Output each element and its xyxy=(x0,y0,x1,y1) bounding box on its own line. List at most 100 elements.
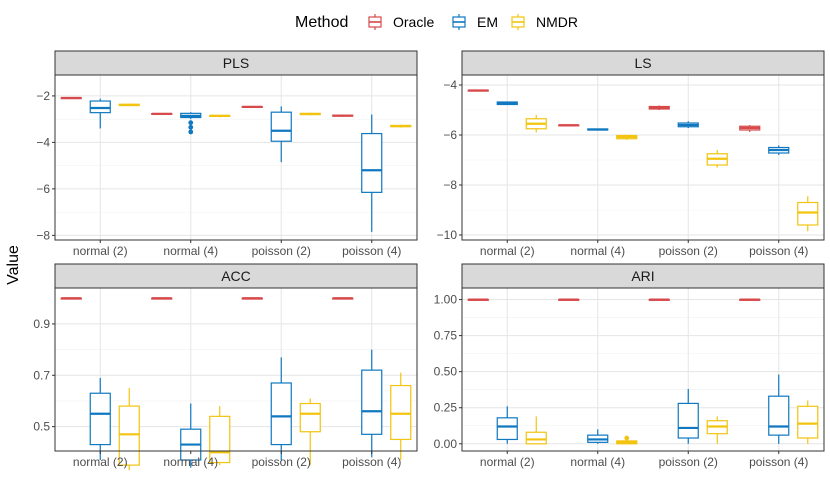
strip-title-ari: ARI xyxy=(631,268,654,284)
box-iqr xyxy=(361,132,383,193)
x-tick-label: poisson (4) xyxy=(342,455,401,469)
box-em-normal-2 xyxy=(496,101,518,106)
legend-key-oracle xyxy=(368,14,382,30)
panel-border xyxy=(54,74,418,241)
box-em-normal-4 xyxy=(180,112,202,135)
box-em-normal-4 xyxy=(180,403,202,468)
panel-acc: ACC 0.9 0.7 0.5 normal (2) normal (4) poisson… xyxy=(33,263,418,471)
box-iqr xyxy=(89,100,111,114)
legend-key-em xyxy=(452,14,466,30)
y-tick-label: −2 xyxy=(36,89,50,103)
box-iqr xyxy=(361,369,383,435)
box-nmdr-normal-2 xyxy=(525,115,547,133)
strip-title-pls: PLS xyxy=(223,55,249,71)
outlier-point xyxy=(188,120,194,126)
y-tick-label: 0.25 xyxy=(434,401,458,415)
legend-label-nmdr: NMDR xyxy=(536,14,578,30)
box-em-poisson-4 xyxy=(361,114,383,232)
box-iqr xyxy=(118,405,140,466)
x-tick-label: poisson (4) xyxy=(342,244,401,258)
box-em-normal-2 xyxy=(89,98,111,129)
y-tick-label: 0.00 xyxy=(434,437,458,451)
y-tick-label: 0.9 xyxy=(33,317,50,331)
box-nmdr-poisson-4 xyxy=(797,400,819,444)
legend-label-oracle: Oracle xyxy=(393,14,434,30)
y-tick-label: −8 xyxy=(443,178,457,192)
box-oracle-poisson-2 xyxy=(241,297,263,300)
box-em-poisson-2 xyxy=(270,357,292,460)
box-em-poisson-4 xyxy=(361,349,383,458)
box-nmdr-normal-2 xyxy=(118,103,140,107)
box-oracle-normal-4 xyxy=(558,298,580,301)
box-em-poisson-2 xyxy=(677,121,699,128)
x-tick-label: poisson (2) xyxy=(659,455,718,469)
x-tick-label: poisson (2) xyxy=(252,244,311,258)
y-tick-label: 0.75 xyxy=(434,329,458,343)
box-oracle-normal-2 xyxy=(467,298,489,301)
box-oracle-normal-4 xyxy=(558,124,580,127)
x-tick-label: poisson (4) xyxy=(749,455,808,469)
box-nmdr-poisson-2 xyxy=(299,112,321,116)
x-tick-label: normal (4) xyxy=(570,455,625,469)
outlier-point xyxy=(624,435,630,441)
box-em-normal-4 xyxy=(587,128,609,131)
box-iqr xyxy=(797,201,819,226)
x-tick-label: normal (2) xyxy=(73,244,128,258)
x-tick-label: normal (4) xyxy=(163,455,218,469)
box-nmdr-poisson-4 xyxy=(390,124,412,128)
x-tick-label: poisson (2) xyxy=(252,455,311,469)
box-nmdr-poisson-2 xyxy=(299,398,321,466)
legend: Method Oracle EM NMDR xyxy=(295,14,578,31)
x-tick-label: poisson (4) xyxy=(749,244,808,258)
y-tick-label: −8 xyxy=(36,228,50,242)
panel-ari: ARI 1.00 0.75 0.50 0.25 0.00 normal (2) normal… xyxy=(434,263,825,469)
box-oracle-normal-2 xyxy=(60,96,82,100)
legend-key-nmdr xyxy=(511,14,525,30)
box-oracle-normal-2 xyxy=(60,297,82,300)
box-oracle-normal-4 xyxy=(151,297,173,300)
box-iqr xyxy=(797,405,819,439)
box-oracle-normal-4 xyxy=(151,112,173,115)
box-iqr xyxy=(270,111,292,142)
plot-area-pls: −2 −4 −6 −8 normal (2) normal (4) poisson (2) p… xyxy=(36,74,418,258)
box-em-poisson-2 xyxy=(270,106,292,163)
box-nmdr-poisson-2 xyxy=(706,416,728,444)
panel-border xyxy=(461,74,825,241)
y-tick-label: −4 xyxy=(443,78,457,92)
x-tick-label: poisson (2) xyxy=(659,244,718,258)
box-oracle-poisson-4 xyxy=(739,298,761,301)
box-iqr xyxy=(496,417,518,441)
strip-ls xyxy=(461,50,825,76)
box-oracle-poisson-2 xyxy=(648,298,670,301)
box-oracle-poisson-2 xyxy=(648,105,670,110)
box-nmdr-poisson-2 xyxy=(706,150,728,168)
box-em-normal-2 xyxy=(496,406,518,444)
outlier-point xyxy=(188,124,194,130)
x-tick-label: normal (4) xyxy=(163,244,218,258)
panel-border xyxy=(54,287,418,452)
box-nmdr-poisson-4 xyxy=(797,196,819,232)
panel-ls: LS −4 −6 −8 −10 normal (2) normal (4) poisson … xyxy=(437,50,825,258)
y-tick-label: 0.5 xyxy=(33,420,50,434)
box-em-poisson-4 xyxy=(768,374,790,444)
box-iqr xyxy=(525,431,547,445)
legend-title: Method xyxy=(295,14,348,31)
box-iqr xyxy=(390,384,412,441)
box-nmdr-normal-2 xyxy=(525,416,547,445)
y-tick-label: −10 xyxy=(437,228,458,242)
box-iqr xyxy=(299,402,321,433)
panel-border xyxy=(461,287,825,452)
box-oracle-poisson-2 xyxy=(241,105,263,109)
box-em-poisson-2 xyxy=(677,388,699,444)
x-tick-label: normal (2) xyxy=(480,455,535,469)
box-iqr xyxy=(270,382,292,446)
y-tick-label: −6 xyxy=(36,182,50,196)
y-tick-label: −6 xyxy=(443,128,457,142)
box-em-normal-2 xyxy=(89,377,111,460)
box-oracle-poisson-4 xyxy=(332,297,354,300)
box-nmdr-normal-4 xyxy=(209,114,231,118)
plot-area-ari: 1.00 0.75 0.50 0.25 0.00 normal (2) normal (4)… xyxy=(434,287,825,469)
box-em-normal-4 xyxy=(587,429,609,444)
y-tick-label: −4 xyxy=(36,135,50,149)
box-nmdr-poisson-4 xyxy=(390,372,412,460)
